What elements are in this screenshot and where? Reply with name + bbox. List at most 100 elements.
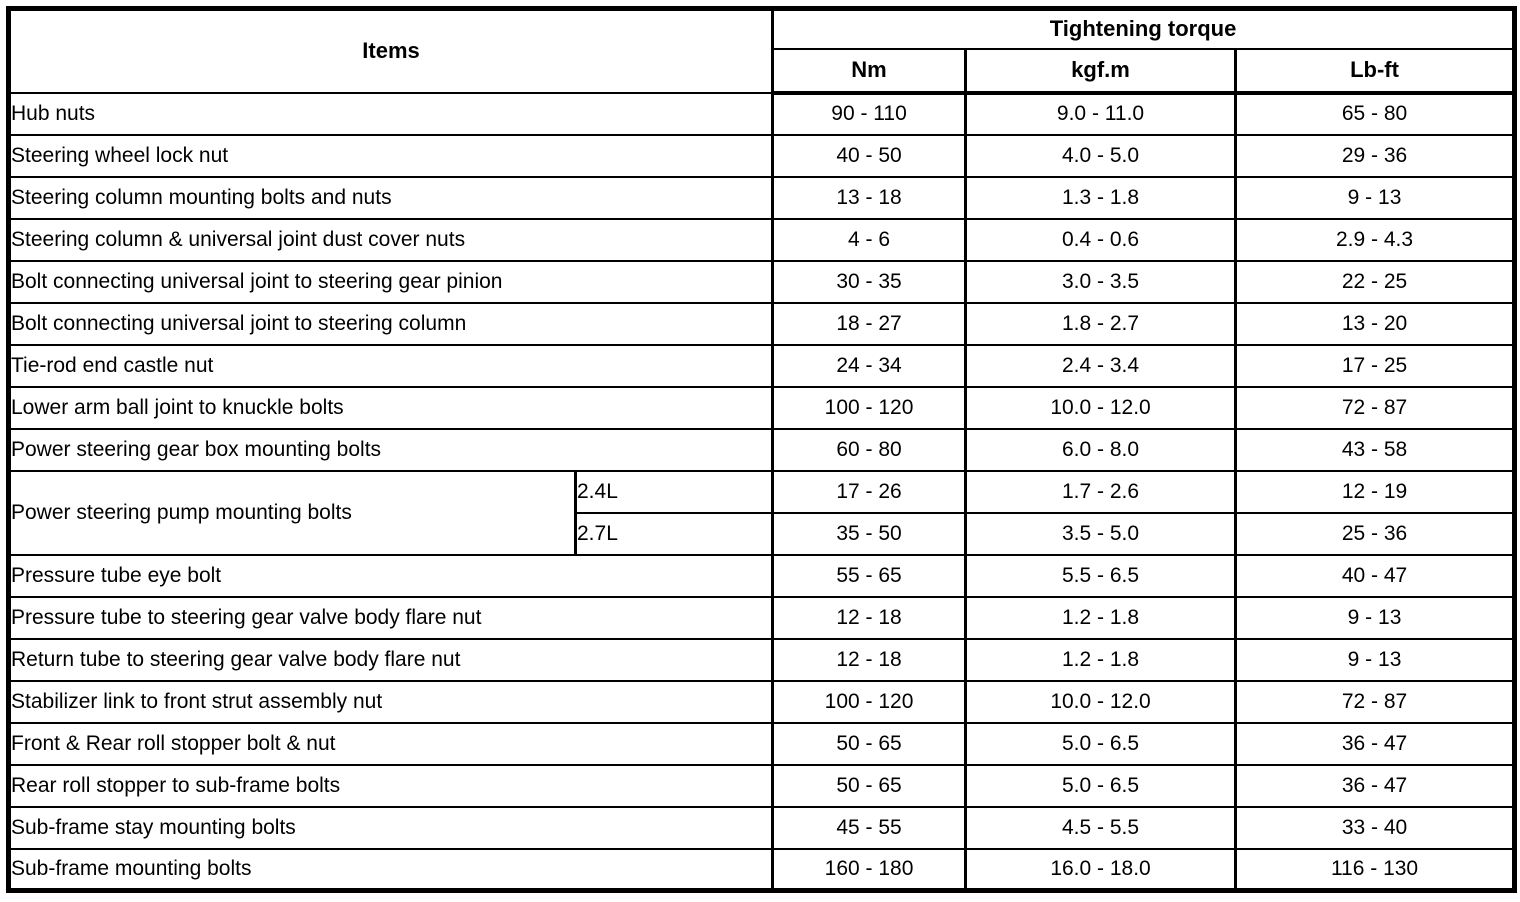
engine-variant-cell: 2.7L [573,511,775,556]
lbft-value: 22 - 25 [1234,259,1517,304]
item-cell: Steering wheel lock nut [6,133,775,178]
lbft-unit-header: Lb-ft [1234,47,1517,95]
item-cell: Power steering pump mounting bolts [7,469,577,556]
table-row: Steering column & universal joint dust c… [6,217,1517,262]
item-cell: Rear roll stopper to sub-frame bolts [6,763,775,808]
table-row: Return tube to steering gear valve body … [6,637,1517,682]
table-row: Rear roll stopper to sub-frame bolts 50 … [6,763,1517,808]
table-row: Stabilizer link to front strut assembly … [6,679,1517,724]
kgfm-value: 16.0 - 18.0 [964,847,1238,892]
item-cell: Front & Rear roll stopper bolt & nut [6,721,775,766]
table-row: Steering column mounting bolts and nuts … [6,175,1517,220]
item-cell: Bolt connecting universal joint to steer… [6,259,775,304]
nm-value: 24 - 34 [771,343,968,388]
nm-value: 4 - 6 [771,217,968,262]
nm-unit-header: Nm [771,47,968,95]
lbft-value: 9 - 13 [1234,637,1517,682]
kgfm-value: 5.0 - 6.5 [964,763,1238,808]
table-row: Pressure tube to steering gear valve bod… [6,595,1517,640]
nm-value: 12 - 18 [771,637,968,682]
lbft-value: 43 - 58 [1234,427,1517,472]
lbft-value: 2.9 - 4.3 [1234,217,1517,262]
table-row: Tie-rod end castle nut 24 - 34 2.4 - 3.4… [6,343,1517,388]
table-row: Steering wheel lock nut 40 - 50 4.0 - 5.… [6,133,1517,178]
lbft-value: 65 - 80 [1234,91,1517,136]
lbft-value: 72 - 87 [1234,385,1517,430]
lbft-value: 12 - 19 [1234,469,1517,514]
item-cell: Bolt connecting universal joint to steer… [6,301,775,346]
table-row: Power steering pump mounting bolts 2.4L … [7,469,1517,556]
item-cell: Stabilizer link to front strut assembly … [6,679,775,724]
item-cell: Power steering gear box mounting bolts [6,427,775,472]
nm-value: 90 - 110 [771,91,968,136]
table-row: Pressure tube eye bolt 55 - 65 5.5 - 6.5… [6,553,1517,598]
table-row: Lower arm ball joint to knuckle bolts 10… [6,385,1517,430]
item-cell: Pressure tube eye bolt [6,553,775,598]
lbft-value: 40 - 47 [1234,553,1517,598]
torque-spec-table: Items Tightening torque Nm kgf.m Lb-ft H… [6,6,1518,893]
kgfm-value: 4.0 - 5.0 [964,133,1238,178]
table-row: Bolt connecting universal joint to steer… [6,301,1517,346]
nm-value: 160 - 180 [771,847,968,892]
lbft-value: 36 - 47 [1234,721,1517,766]
kgfm-value: 5.0 - 6.5 [964,721,1238,766]
kgfm-value: 1.3 - 1.8 [964,175,1238,220]
nm-value: 55 - 65 [771,553,968,598]
nm-value: 30 - 35 [771,259,968,304]
kgfm-value: 1.7 - 2.6 [964,469,1238,514]
table-row: Sub-frame stay mounting bolts 45 - 55 4.… [6,805,1517,850]
kgfm-value: 3.5 - 5.0 [964,511,1238,556]
item-cell: Lower arm ball joint to knuckle bolts [6,385,775,430]
nm-value: 40 - 50 [771,133,968,178]
kgfm-value: 9.0 - 11.0 [964,91,1238,136]
kgfm-value: 6.0 - 8.0 [964,427,1238,472]
kgfm-value: 0.4 - 0.6 [964,217,1238,262]
lbft-value: 13 - 20 [1234,301,1517,346]
tightening-torque-header: Tightening torque [771,7,1517,50]
nm-value: 60 - 80 [771,427,968,472]
table-row: Front & Rear roll stopper bolt & nut 50 … [6,721,1517,766]
nm-value: 18 - 27 [771,301,968,346]
kgfm-value: 5.5 - 6.5 [964,553,1238,598]
kgfm-value: 1.2 - 1.8 [964,595,1238,640]
item-cell: Tie-rod end castle nut [6,343,775,388]
lbft-value: 72 - 87 [1234,679,1517,724]
item-cell: Pressure tube to steering gear valve bod… [6,595,775,640]
table-row: Power steering gear box mounting bolts 6… [6,427,1517,472]
lbft-value: 29 - 36 [1234,133,1517,178]
nm-value: 100 - 120 [771,385,968,430]
nm-value: 17 - 26 [771,469,968,514]
nm-value: 35 - 50 [771,511,968,556]
item-cell: Sub-frame mounting bolts [6,847,775,892]
header-row-units: Nm kgf.m Lb-ft [9,47,1517,95]
nm-value: 100 - 120 [771,679,968,724]
nm-value: 12 - 18 [771,595,968,640]
item-cell: Hub nuts [6,91,775,136]
kgfm-unit-header: kgf.m [964,47,1238,95]
item-cell: Sub-frame stay mounting bolts [6,805,775,850]
nm-value: 50 - 65 [771,721,968,766]
item-cell: Steering column mounting bolts and nuts [6,175,775,220]
engine-variant-cell: 2.4L [573,469,775,514]
table-row: Sub-frame mounting bolts 160 - 180 16.0 … [6,847,1517,892]
nm-value: 50 - 65 [771,763,968,808]
lbft-value: 9 - 13 [1234,175,1517,220]
kgfm-value: 2.4 - 3.4 [964,343,1238,388]
lbft-value: 36 - 47 [1234,763,1517,808]
table-row: Hub nuts 90 - 110 9.0 - 11.0 65 - 80 [6,91,1517,136]
lbft-value: 9 - 13 [1234,595,1517,640]
kgfm-value: 3.0 - 3.5 [964,259,1238,304]
lbft-value: 25 - 36 [1234,511,1517,556]
table-row: 2.7L 35 - 50 3.5 - 5.0 25 - 36 [9,511,1517,556]
nm-value: 13 - 18 [771,175,968,220]
item-cell: Return tube to steering gear valve body … [6,637,775,682]
item-cell: Steering column & universal joint dust c… [6,217,775,262]
kgfm-value: 1.8 - 2.7 [964,301,1238,346]
lbft-value: 17 - 25 [1234,343,1517,388]
lbft-value: 33 - 40 [1234,805,1517,850]
lbft-value: 116 - 130 [1234,847,1517,892]
header-row-top: Items Tightening torque [6,7,1517,94]
kgfm-value: 10.0 - 12.0 [964,385,1238,430]
nm-value: 45 - 55 [771,805,968,850]
kgfm-value: 10.0 - 12.0 [964,679,1238,724]
